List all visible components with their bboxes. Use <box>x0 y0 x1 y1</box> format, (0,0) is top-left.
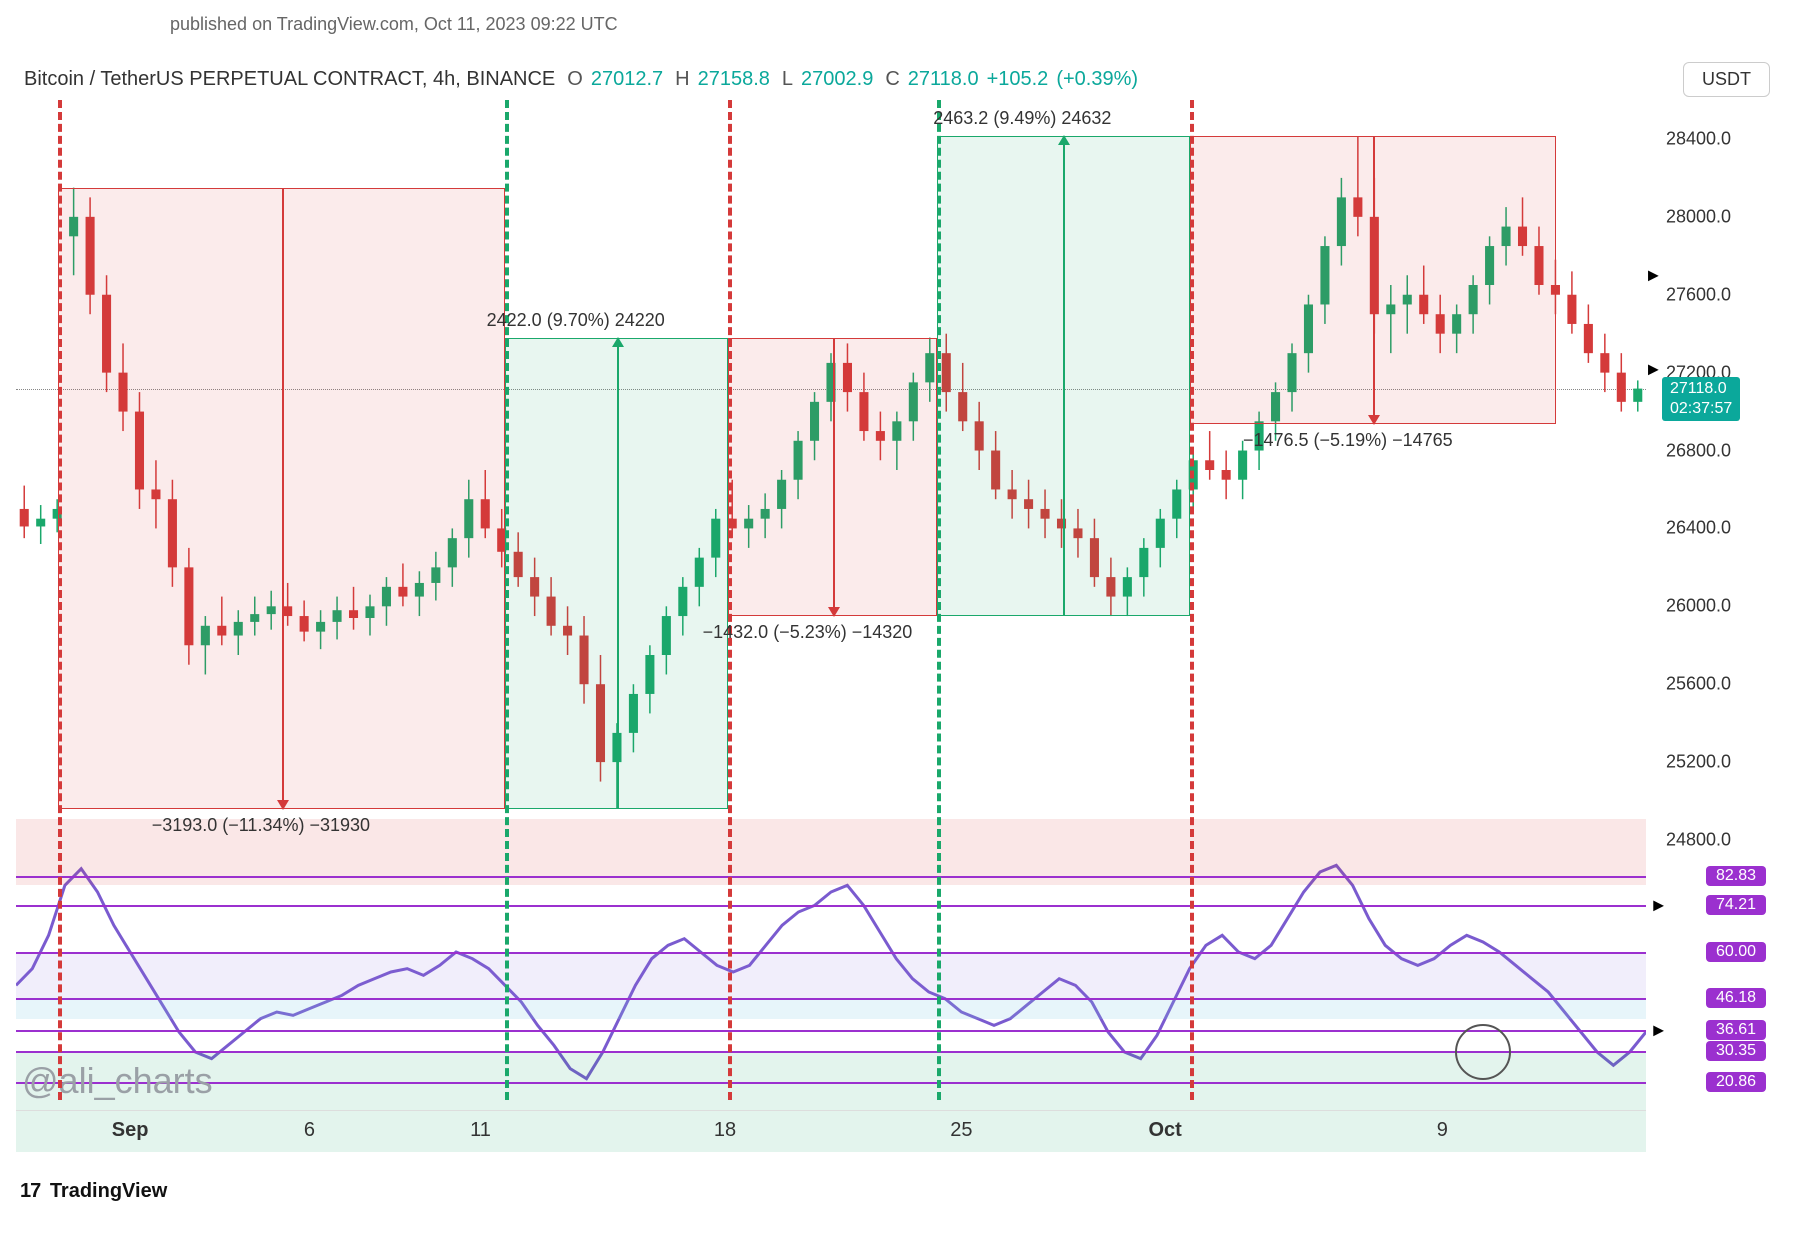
ohlc-change-pct: (+0.39%) <box>1056 68 1138 91</box>
time-axis[interactable]: Sep 6 11 18 25 Oct 9 <box>16 1110 1646 1150</box>
indicator-level-line <box>16 876 1646 878</box>
indicator-level-label: 60.00 <box>1706 942 1766 962</box>
symbol-header: Bitcoin / TetherUS PERPETUAL CONTRACT, 4… <box>24 68 1138 91</box>
time-label: 25 <box>950 1119 972 1142</box>
indicator-level-label: 20.86 <box>1706 1072 1766 1092</box>
time-label: Sep <box>112 1119 149 1142</box>
tradingview-branding: 17 TradingView <box>20 1180 167 1203</box>
price-tick: 26000.0 <box>1666 596 1731 617</box>
indicator-level-line <box>16 1051 1646 1053</box>
price-tick: 24800.0 <box>1666 830 1731 851</box>
ohlc-l: 27002.9 <box>801 68 873 91</box>
measure-arrow-icon <box>1063 136 1065 616</box>
quote-currency-badge[interactable]: USDT <box>1683 62 1770 97</box>
ohlc-l-label: L <box>782 68 793 91</box>
measure-label: −3193.0 (−11.34%) −31930 <box>152 815 370 836</box>
ohlc-c-label: C <box>885 68 899 91</box>
current-price-label: 27118.002:37:57 <box>1662 377 1740 421</box>
price-tick: 27600.0 <box>1666 284 1731 305</box>
ohlc-o: 27012.7 <box>591 68 663 91</box>
price-arrow-icon: ▶ <box>1648 360 1659 377</box>
measure-label: 2463.2 (9.49%) 24632 <box>933 108 1111 129</box>
time-label: 11 <box>470 1119 491 1142</box>
ohlc-change: +105.2 <box>987 68 1049 91</box>
published-text: published on TradingView.com, Oct 11, 20… <box>170 14 618 35</box>
indicator-level-label: 82.83 <box>1706 866 1766 886</box>
price-tick: 25600.0 <box>1666 674 1731 695</box>
indicator-arrow-icon: ▶ <box>1653 1021 1664 1038</box>
indicator-level-line <box>16 998 1646 1000</box>
measure-arrow-icon <box>833 338 835 616</box>
measure-label: −1432.0 (−5.23%) −14320 <box>703 622 913 643</box>
watermark-handle: @ali_charts <box>22 1060 213 1102</box>
time-label: 6 <box>304 1119 315 1142</box>
indicator-panel[interactable]: 82.8374.2160.0046.1836.6130.3520.86▶▶ <box>16 852 1646 1102</box>
indicator-level-label: 30.35 <box>1706 1041 1766 1061</box>
indicator-level-line <box>16 1030 1646 1032</box>
price-tick: 28000.0 <box>1666 206 1731 227</box>
price-tick: 26800.0 <box>1666 440 1731 461</box>
price-tick: 26400.0 <box>1666 518 1731 539</box>
measure-arrow-icon <box>1373 136 1375 424</box>
indicator-level-line <box>16 952 1646 954</box>
tradingview-logo-icon: 17 <box>20 1180 40 1202</box>
measure-arrow-icon <box>282 188 284 809</box>
indicator-highlight-circle <box>1455 1024 1511 1080</box>
ohlc-h: 27158.8 <box>698 68 770 91</box>
indicator-level-line <box>16 1082 1646 1084</box>
tradingview-label: TradingView <box>50 1180 167 1202</box>
indicator-arrow-icon: ▶ <box>1653 896 1664 913</box>
price-arrow-icon: ▶ <box>1648 267 1659 284</box>
time-label: 9 <box>1437 1119 1448 1142</box>
ohlc-h-label: H <box>675 68 689 91</box>
symbol-title: Bitcoin / TetherUS PERPETUAL CONTRACT, 4… <box>24 68 555 91</box>
indicator-band <box>16 999 1646 1019</box>
measure-label: 2422.0 (9.70%) 24220 <box>487 310 665 331</box>
indicator-level-line <box>16 905 1646 907</box>
indicator-level-label: 46.18 <box>1706 988 1766 1008</box>
measure-arrow-icon <box>617 338 619 809</box>
price-tick: 28400.0 <box>1666 128 1731 149</box>
ohlc-c: 27118.0 <box>908 68 979 91</box>
time-label: 18 <box>714 1119 736 1142</box>
indicator-level-label: 36.61 <box>1706 1020 1766 1040</box>
measure-label: −1476.5 (−5.19%) −14765 <box>1243 430 1453 451</box>
time-label: Oct <box>1148 1119 1181 1142</box>
price-scale[interactable]: 28400.028000.027600.027200.026800.026400… <box>1656 100 1786 840</box>
price-tick: 25200.0 <box>1666 752 1731 773</box>
indicator-level-label: 74.21 <box>1706 895 1766 915</box>
ohlc-o-label: O <box>567 68 583 91</box>
indicator-band <box>16 952 1646 999</box>
